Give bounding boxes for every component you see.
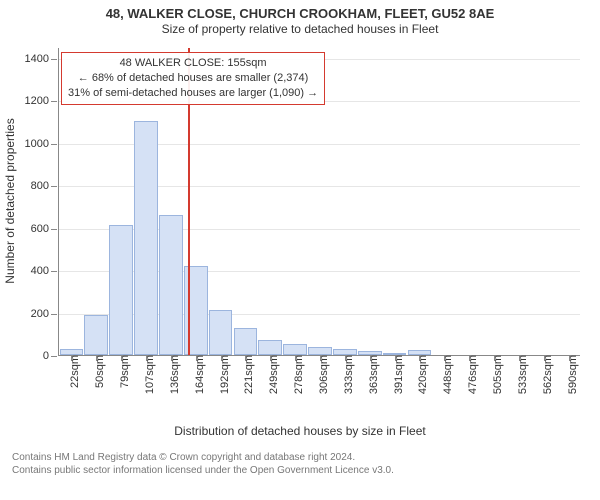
histogram-bar <box>234 328 258 355</box>
x-tick-label: 391sqm <box>385 355 405 394</box>
y-tick-label: 1000 <box>25 138 59 150</box>
y-tick-label: 200 <box>31 308 59 320</box>
x-tick-label: 476sqm <box>459 355 479 394</box>
x-tick-label: 192sqm <box>211 355 231 394</box>
x-tick-label: 79sqm <box>111 355 131 388</box>
y-tick-label: 1200 <box>25 95 59 107</box>
x-tick-label: 448sqm <box>434 355 454 394</box>
x-tick-label: 363sqm <box>360 355 380 394</box>
x-tick-label: 136sqm <box>161 355 181 394</box>
histogram-bar <box>308 347 332 355</box>
x-tick-label: 164sqm <box>186 355 206 394</box>
x-tick-label: 107sqm <box>136 355 156 394</box>
x-tick-label: 249sqm <box>260 355 280 394</box>
histogram-bar <box>209 310 233 355</box>
histogram-bar <box>84 315 108 355</box>
chart-subtitle: Size of property relative to detached ho… <box>0 22 600 40</box>
y-axis-label: Number of detached properties <box>3 47 17 355</box>
x-axis-label: Distribution of detached houses by size … <box>0 424 600 438</box>
x-tick-label: 562sqm <box>534 355 554 394</box>
histogram-bar <box>134 121 158 355</box>
plot-area: 020040060080010001200140022sqm50sqm79sqm… <box>58 48 580 356</box>
histogram-bar <box>283 344 307 355</box>
histogram-chart: 48, WALKER CLOSE, CHURCH CROOKHAM, FLEET… <box>0 0 600 500</box>
x-tick-label: 590sqm <box>559 355 579 394</box>
y-tick-label: 600 <box>31 223 59 235</box>
annotation-line: 31% of semi-detached houses are larger (… <box>68 86 318 101</box>
x-tick-label: 420sqm <box>409 355 429 394</box>
x-tick-label: 533sqm <box>509 355 529 394</box>
y-tick-label: 1400 <box>25 53 59 65</box>
chart-title: 48, WALKER CLOSE, CHURCH CROOKHAM, FLEET… <box>0 0 600 22</box>
chart-footer: Contains HM Land Registry data © Crown c… <box>12 452 588 477</box>
histogram-bar <box>109 225 133 355</box>
x-tick-label: 50sqm <box>86 355 106 388</box>
footer-line: Contains public sector information licen… <box>12 465 588 478</box>
footer-line: Contains HM Land Registry data © Crown c… <box>12 452 588 465</box>
x-tick-label: 505sqm <box>484 355 504 394</box>
x-tick-label: 278sqm <box>285 355 305 394</box>
x-tick-label: 221sqm <box>235 355 255 394</box>
y-tick-label: 800 <box>31 180 59 192</box>
y-tick-label: 400 <box>31 265 59 277</box>
annotation-box: 48 WALKER CLOSE: 155sqm← 68% of detached… <box>61 52 325 105</box>
histogram-bar <box>159 215 183 355</box>
x-tick-label: 306sqm <box>310 355 330 394</box>
histogram-bar <box>258 340 282 355</box>
y-tick-label: 0 <box>43 350 59 362</box>
x-tick-label: 333sqm <box>335 355 355 394</box>
annotation-line: 48 WALKER CLOSE: 155sqm <box>68 56 318 71</box>
x-tick-label: 22sqm <box>61 355 81 388</box>
annotation-line: ← 68% of detached houses are smaller (2,… <box>68 71 318 86</box>
